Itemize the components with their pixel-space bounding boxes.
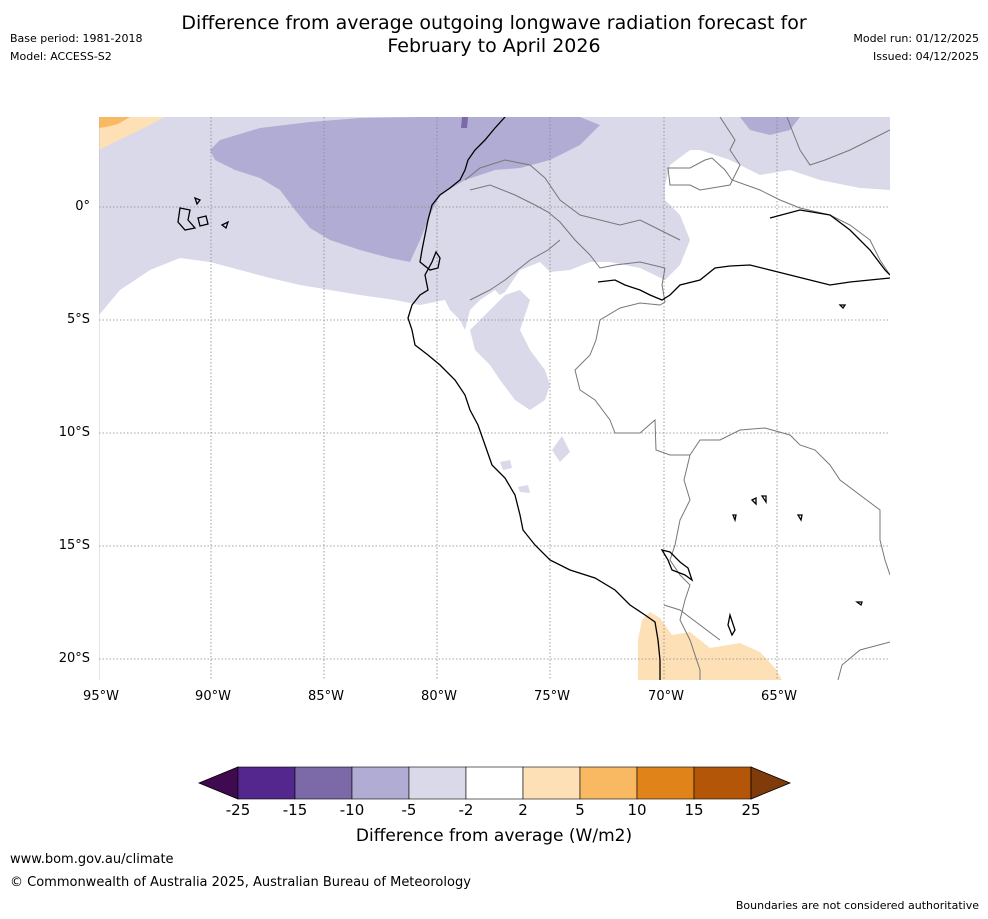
colorbar-high-extension <box>750 766 792 800</box>
colorbar-tick-label: -5 <box>401 801 417 819</box>
colorbar-segment-4 <box>408 766 467 800</box>
anomaly-light-orange-south <box>638 612 782 680</box>
anomaly-dark-purple-patch <box>461 117 468 128</box>
anomaly-light-purple-spot <box>552 436 570 462</box>
anomaly-orange-northwest <box>99 117 130 128</box>
colorbar-tick-label: -25 <box>225 801 251 819</box>
country-borders <box>464 117 890 680</box>
lat-label-15s: 15°S <box>58 538 90 553</box>
meta-right: Model run: 01/12/2025 Issued: 04/12/2025 <box>853 32 979 68</box>
colorbar-label: Difference from average (W/m2) <box>355 826 633 846</box>
issued-date: Issued: 04/12/2025 <box>872 50 979 63</box>
colorbar-segment-7 <box>579 766 638 800</box>
model-run: Model run: 01/12/2025 <box>853 32 979 45</box>
chart-title: Difference from average outgoing longwav… <box>0 12 988 58</box>
colorbar-low-extension <box>197 766 239 800</box>
colorbar-segment-9 <box>693 766 752 800</box>
colorbar-segment-6 <box>522 766 581 800</box>
colorbar-segment-1 <box>237 766 296 800</box>
anomaly-light-purple-spot-3 <box>518 485 530 493</box>
colorbar-tick-label: -2 <box>458 801 474 819</box>
footer-url[interactable]: www.bom.gov.au/climate <box>10 852 174 867</box>
colorbar-tick-label: 10 <box>627 801 647 819</box>
anomaly-medium-purple-region <box>210 117 600 262</box>
colorbar <box>197 766 792 800</box>
colorbar-segment-3 <box>351 766 410 800</box>
colorbar-tick-label: 2 <box>518 801 528 819</box>
colorbar-tick-label: -10 <box>339 801 365 819</box>
lon-label-70w: 70°W <box>648 689 684 704</box>
anomaly-light-purple-lobe <box>470 290 550 410</box>
colorbar-tick-label: -15 <box>282 801 308 819</box>
colorbar-tick-label: 5 <box>575 801 585 819</box>
anomaly-medium-purple-north <box>740 117 800 135</box>
colorbar-tick-label: 15 <box>684 801 704 819</box>
colorbar-segment-2 <box>294 766 353 800</box>
lon-label-65w: 65°W <box>761 689 797 704</box>
lon-label-95w: 95°W <box>83 689 119 704</box>
anomaly-light-purple-spot-2 <box>500 460 512 470</box>
title-line-1: Difference from average outgoing longwav… <box>181 12 807 34</box>
footer-note: Boundaries are not considered authoritat… <box>735 899 979 912</box>
colorbar-segment-8 <box>636 766 695 800</box>
base-period: Base period: 1981-2018 <box>10 32 143 45</box>
lon-label-85w: 85°W <box>308 689 344 704</box>
footer-copyright: © Commonwealth of Australia 2025, Austra… <box>10 875 471 890</box>
map-area <box>99 117 890 680</box>
lon-label-75w: 75°W <box>534 689 570 704</box>
colorbar-segment-5 <box>465 766 524 800</box>
model-name: Model: ACCESS-S2 <box>10 50 112 63</box>
meta-left: Base period: 1981-2018 Model: ACCESS-S2 <box>10 32 142 68</box>
lat-label-0: 0° <box>75 199 90 214</box>
coastline <box>177 117 890 680</box>
lat-label-5s: 5°S <box>66 312 90 327</box>
lon-label-80w: 80°W <box>421 689 457 704</box>
lon-label-90w: 90°W <box>195 689 231 704</box>
title-line-2: February to April 2026 <box>387 35 601 57</box>
lat-label-20s: 20°S <box>58 651 90 666</box>
lat-label-10s: 10°S <box>58 425 90 440</box>
graticule <box>99 117 890 680</box>
colorbar-tick-label: 25 <box>741 801 761 819</box>
anomaly-light-orange-northwest <box>99 117 165 150</box>
